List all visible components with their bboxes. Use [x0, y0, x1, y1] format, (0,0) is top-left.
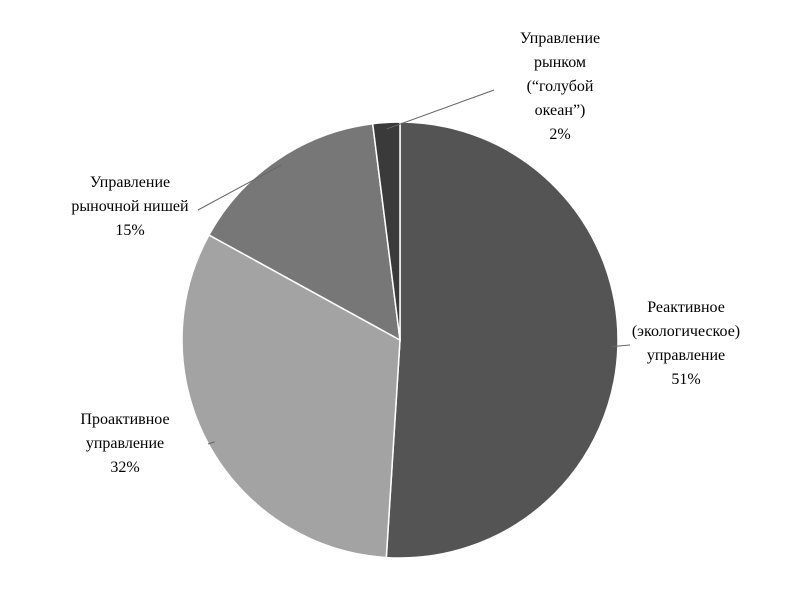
pie-slice	[371, 121, 401, 341]
leader-line	[197, 164, 282, 211]
pie-slice	[181, 233, 401, 559]
value-label: 2%	[549, 126, 570, 143]
value-label: 15%	[115, 222, 144, 239]
category-label: Реактивное (экологическое) управление	[632, 299, 740, 364]
category-label: Управление рыночной нишей	[71, 174, 189, 215]
leader-line	[207, 441, 215, 445]
pie-slice	[385, 121, 619, 559]
leader-line	[611, 344, 631, 348]
category-label: Управление рынком (“голубой океан”)	[520, 30, 600, 119]
category-label: Проактивное управление	[80, 411, 169, 452]
value-label: 51%	[671, 371, 700, 388]
leader-line	[386, 89, 495, 130]
value-label: 32%	[110, 459, 139, 476]
